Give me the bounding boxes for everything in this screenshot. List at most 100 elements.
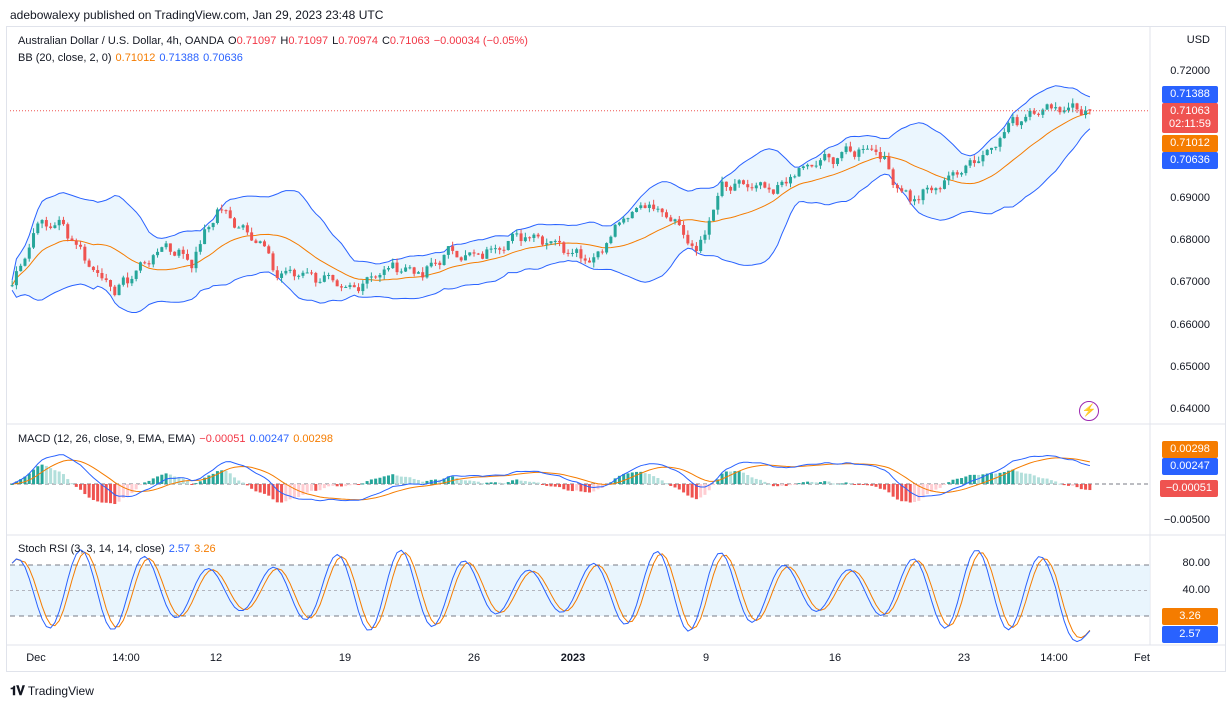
macd-histogram-bar: [476, 481, 480, 484]
macd-histogram-bar: [865, 484, 869, 486]
macd-histogram-bar: [412, 478, 416, 484]
macd-histogram-bar: [1075, 484, 1079, 488]
candle-body: [91, 266, 95, 271]
macd-histogram-bar: [378, 477, 382, 484]
candle-body: [421, 272, 425, 278]
macd-hist-badge: −0.00051: [1159, 480, 1218, 497]
macd-histogram-bar: [823, 481, 827, 484]
macd-histogram-bar: [275, 484, 279, 503]
macd-histogram-bar: [344, 484, 348, 487]
macd-histogram-bar: [121, 484, 125, 498]
candle-body: [960, 173, 964, 175]
macd-histogram-bar: [322, 484, 326, 489]
candle-body: [617, 222, 621, 225]
macd-histogram-bar: [185, 480, 189, 484]
macd-histogram-bar: [57, 471, 61, 484]
lightning-icon[interactable]: ⚡: [1079, 401, 1099, 421]
candle-body: [818, 160, 822, 166]
macd-histogram-bar: [374, 478, 378, 484]
candle-body: [416, 272, 420, 274]
candle-body: [297, 275, 301, 277]
candle-body: [528, 237, 532, 239]
price-tick: 0.66000: [1170, 319, 1210, 331]
candle-body: [562, 242, 566, 253]
macd-histogram-bar: [712, 484, 716, 486]
candle-body: [729, 186, 733, 191]
candle-body: [335, 280, 339, 287]
macd-histogram-bar: [776, 484, 780, 487]
macd-histogram-bar: [947, 482, 951, 484]
candle-body: [579, 249, 583, 259]
candle-body: [79, 244, 83, 247]
macd-histogram-bar: [673, 484, 677, 488]
macd-histogram-bar: [143, 482, 147, 484]
macd-histogram-bar: [23, 476, 27, 484]
currency-label: USD: [1186, 34, 1210, 46]
candle-body: [797, 168, 801, 177]
candle-body: [404, 267, 408, 272]
macd-histogram-bar: [664, 483, 668, 485]
candle-body: [771, 189, 775, 194]
candle-body: [827, 153, 831, 158]
candle-body: [635, 208, 639, 212]
macd-histogram-bar: [391, 474, 395, 484]
time-tick: 16: [828, 652, 842, 664]
candle-body: [677, 219, 681, 225]
stoch-tick: 40.00: [1182, 584, 1210, 596]
candle-body: [434, 262, 438, 264]
macd-histogram-bar: [61, 474, 65, 484]
candle-body: [664, 212, 668, 218]
candle-body: [810, 164, 814, 167]
macd-histogram-bar: [40, 464, 44, 484]
candle-body: [267, 246, 271, 254]
macd-histogram-bar: [130, 484, 134, 494]
time-tick: 19: [338, 652, 352, 664]
macd-histogram-bar: [729, 471, 733, 484]
macd-histogram-bar: [921, 484, 925, 498]
candle-body: [643, 205, 647, 209]
stoch-name[interactable]: Stoch RSI (3, 3, 14, 14, close): [18, 543, 165, 555]
candle-body: [472, 252, 476, 254]
macd-histogram-bar: [981, 474, 985, 484]
macd-histogram-bar: [515, 479, 519, 484]
candle-body: [609, 236, 613, 244]
macd-histogram-bar: [318, 484, 322, 491]
macd-histogram-bar: [228, 473, 232, 484]
macd-histogram-bar: [780, 484, 784, 486]
macd-histogram-bar: [553, 484, 557, 487]
macd-histogram-bar: [438, 479, 442, 484]
macd-histogram-bar: [617, 475, 621, 484]
candle-body: [233, 218, 237, 228]
main-legend: Australian Dollar / U.S. Dollar, 4h, OAN…: [18, 35, 528, 47]
macd-histogram-bar: [267, 484, 271, 496]
macd-histogram-bar: [100, 484, 104, 503]
macd-histogram-bar: [874, 484, 878, 487]
bb-name[interactable]: BB (20, close, 2, 0): [18, 52, 112, 64]
macd-histogram-bar: [369, 479, 373, 484]
macd-name[interactable]: MACD (12, 26, close, 9, EMA, EMA): [18, 433, 196, 445]
candle-body: [198, 244, 202, 252]
symbol-title[interactable]: Australian Dollar / U.S. Dollar, 4h, OAN…: [18, 35, 225, 47]
candle-body: [1058, 107, 1062, 113]
candle-body: [357, 287, 361, 292]
candle-body: [310, 272, 314, 274]
macd-histogram-bar: [990, 473, 993, 484]
candle-body: [361, 283, 365, 292]
ohlc-close: 0.71063: [389, 35, 430, 47]
candle-body: [506, 241, 510, 250]
tradingview-logo-icon: 𝟏𝐕: [10, 683, 25, 698]
macd-histogram-bar: [818, 482, 822, 484]
time-tick: 14:00: [1040, 652, 1068, 664]
candle-body: [630, 211, 634, 219]
candle-body: [750, 187, 754, 189]
candle-body: [814, 165, 818, 167]
candle-body: [788, 176, 792, 184]
macd-histogram-bar: [156, 476, 160, 484]
macd-histogram-bar: [788, 484, 792, 486]
macd-histogram-bar: [759, 479, 763, 484]
macd-histogram-bar: [716, 479, 720, 484]
candle-body: [14, 271, 18, 286]
candle-body: [583, 258, 587, 261]
macd-histogram-bar: [331, 484, 335, 486]
